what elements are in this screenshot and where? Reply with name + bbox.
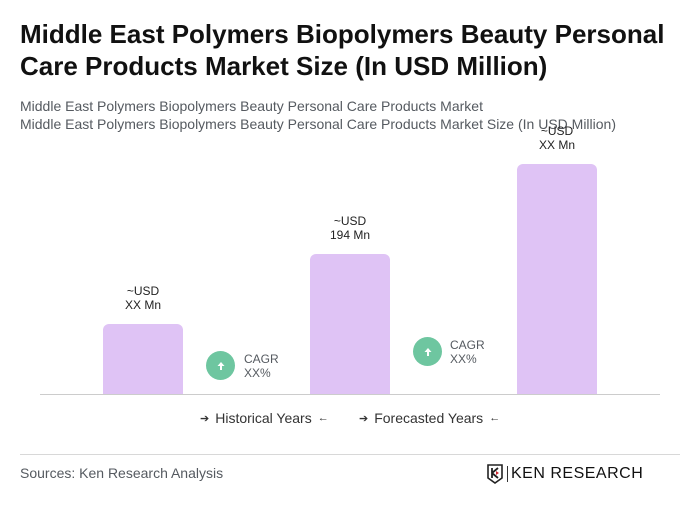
chart-subtitle-2: Middle East Polymers Biopolymers Beauty … [20,116,616,132]
cagr-2-arrow-up-icon [413,337,442,366]
arrow-left-icon: ← [317,412,329,424]
x-axis-line [40,394,660,395]
bar-historical-start [103,324,183,394]
cagr-1-text: CAGR XX% [244,352,279,380]
bar-2-label-prefix: ~USD [333,214,367,228]
legend-forecasted: ➔ Forecasted Years ← [359,410,500,426]
bar-forecast-end [517,164,597,394]
cagr-1-arrow-up-icon [206,351,235,380]
bar-2-label-value: 194 Mn [329,228,371,242]
ken-research-logo: KEN RESEARCH [486,464,643,484]
legend-historical-label: Historical Years [215,410,312,426]
footer-divider [20,454,680,455]
arrow-right-icon: ➔ [200,412,210,425]
bar-base-year [310,254,390,394]
legend-historical: ➔ Historical Years ← [200,410,329,426]
bar-1-value-label: ~USD XX Mn [93,284,193,312]
legend-forecasted-label: Forecasted Years [374,410,484,426]
logo-separator [507,466,508,482]
bar-3-label-value: XX Mn [538,138,575,152]
cagr-2-label: CAGR [450,338,485,352]
logo-text: KEN RESEARCH [511,465,644,482]
arrow-right-icon: ➔ [359,412,369,425]
cagr-1-value: XX% [244,366,271,380]
bar-2-value-label: ~USD 194 Mn [300,214,400,242]
sources-text: Sources: Ken Research Analysis [20,465,224,481]
bar-1-label-value: XX Mn [124,298,161,312]
arrow-left-icon: ← [489,412,501,424]
cagr-2-text: CAGR XX% [450,338,485,366]
ken-logo-shield-icon [487,464,503,484]
bar-1-label-prefix: ~USD [126,284,160,298]
cagr-2-value: XX% [450,352,477,366]
chart-subtitle: Middle East Polymers Biopolymers Beauty … [20,98,483,114]
bar-3-label-prefix: ~USD [540,124,574,138]
cagr-1-label: CAGR [244,352,279,366]
chart-title: Middle East Polymers Biopolymers Beauty … [20,19,665,81]
bar-3-value-label: ~USD XX Mn [507,124,607,152]
